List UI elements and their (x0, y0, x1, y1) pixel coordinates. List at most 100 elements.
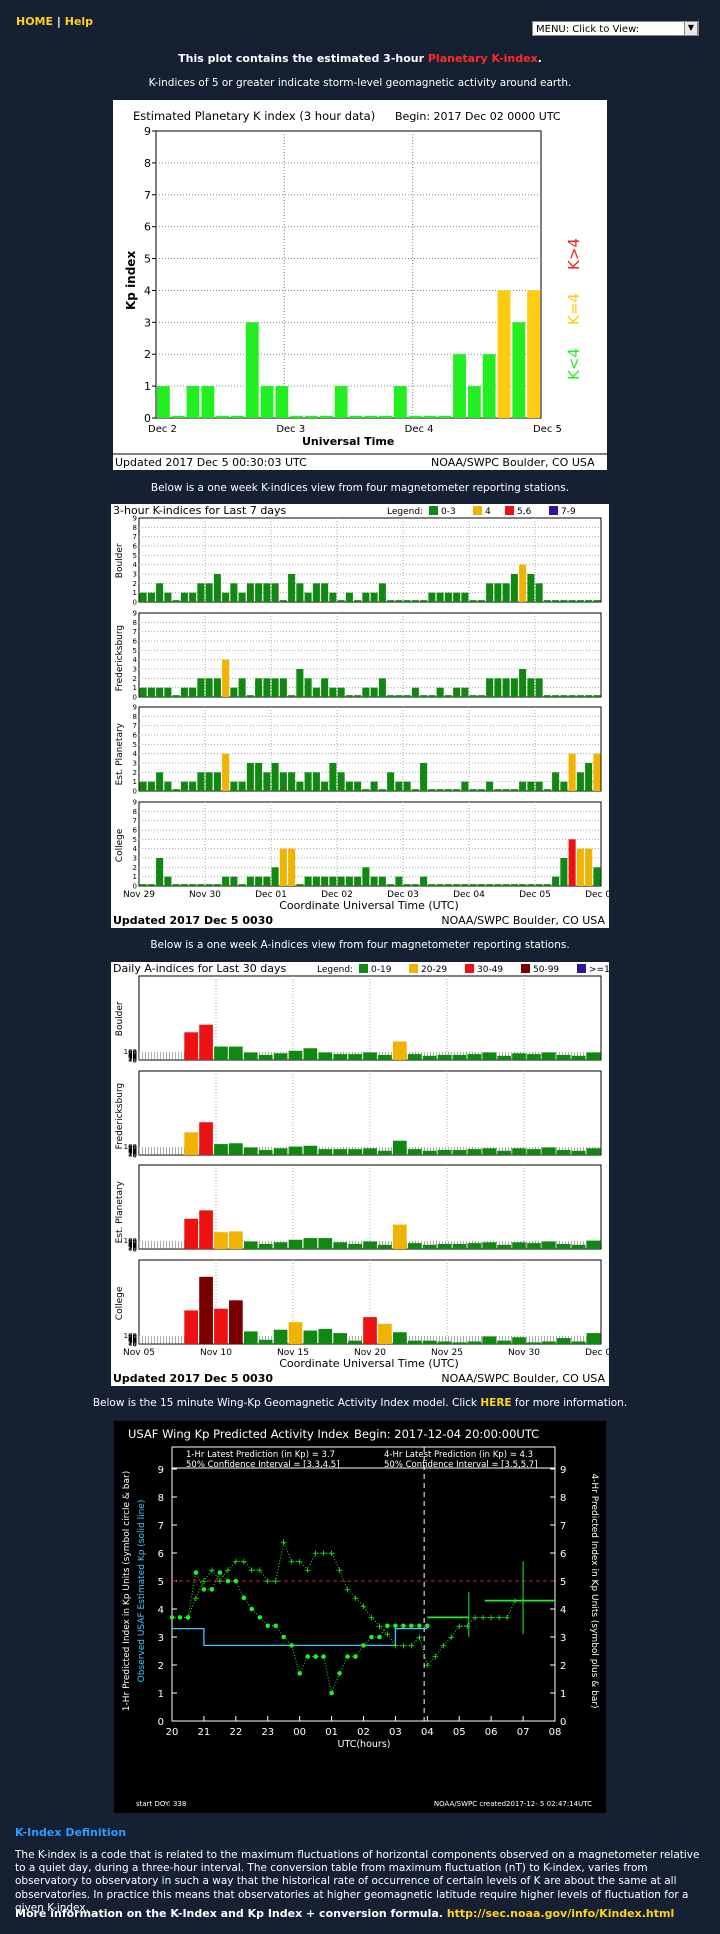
index-bar (263, 678, 271, 697)
index-bar (229, 1231, 243, 1249)
top-nav: HOME | Help (16, 15, 93, 28)
index-bar (541, 1341, 556, 1344)
index-bar (586, 1052, 601, 1060)
index-bar (304, 592, 312, 602)
pred-4hr-point: + (392, 1641, 400, 1651)
index-bar (164, 781, 172, 791)
index-bar (571, 1055, 586, 1060)
x-tick-label: 23 (261, 1727, 274, 1738)
legend-swatch (577, 964, 586, 973)
index-bar (147, 592, 155, 602)
index-bar (486, 678, 494, 697)
index-bar (469, 884, 477, 886)
y-tick-label: 7 (133, 817, 137, 825)
index-bar (477, 695, 485, 697)
index-bar (304, 876, 312, 886)
legend-entry: K=4 (565, 293, 583, 325)
index-bar (444, 884, 452, 886)
index-bar (329, 876, 337, 886)
chart-title: Daily A-indices for Last 30 days (113, 962, 286, 975)
index-bar (585, 600, 593, 602)
pred-4hr-point: + (376, 1622, 384, 1632)
index-bar (469, 695, 477, 697)
kp-bar (275, 386, 289, 418)
index-bar (348, 1149, 362, 1155)
station-label: Fredericksburg (115, 625, 125, 692)
index-bar (527, 678, 535, 697)
kindex-info-link[interactable]: http://sec.noaa.gov/info/Kindex.html (446, 1907, 675, 1920)
index-bar (422, 1150, 437, 1155)
legend-label: 50-99 (533, 965, 559, 975)
index-bar (296, 583, 304, 602)
y-tick-label: 100 (124, 1237, 137, 1245)
index-bar (494, 678, 502, 697)
legend-swatch (429, 506, 438, 515)
index-bar (387, 695, 395, 697)
wing-here-link[interactable]: HERE (480, 1397, 512, 1409)
index-bar (243, 1147, 258, 1155)
index-bar (147, 781, 155, 791)
kp-bar (379, 415, 392, 418)
index-bar (222, 753, 230, 791)
pred-1hr-point (193, 1570, 199, 1575)
pred-4hr-point: + (352, 1594, 360, 1604)
pred-1hr-point (313, 1654, 318, 1659)
index-bar (461, 884, 469, 886)
y-tick-label: 100 (124, 1143, 137, 1151)
pred-4hr-point: + (471, 1613, 479, 1623)
y-tick-label: 2 (133, 769, 137, 777)
index-bar (303, 1145, 318, 1155)
y-tick-label-right: 7 (560, 1521, 566, 1532)
pred-4hr-point: + (200, 1577, 208, 1587)
pred-1hr-point (257, 1615, 263, 1620)
pred-1hr-point (217, 1570, 223, 1575)
x-tick-label: 05 (453, 1727, 466, 1738)
index-bar (156, 772, 164, 791)
y-tick-label: 0 (158, 1717, 164, 1728)
index-bar (502, 678, 510, 697)
y-tick-label: 1 (133, 778, 137, 786)
index-bar (437, 1341, 452, 1344)
index-bar (337, 772, 345, 791)
index-bar (156, 583, 164, 602)
legend-swatch (521, 964, 530, 973)
legend-swatch (549, 506, 558, 515)
x-tick-label: 01 (325, 1727, 338, 1738)
index-bar (461, 592, 469, 602)
kp-bar (349, 415, 363, 418)
index-bar (585, 695, 593, 697)
pred-4hr-point: + (487, 1613, 495, 1623)
index-bar (428, 884, 436, 886)
index-bar (407, 1054, 422, 1060)
y-tick-label: 0 (133, 1341, 137, 1349)
observed-kp-line (172, 1627, 428, 1647)
menu-select[interactable]: MENU: Click to View: ▼ (532, 21, 699, 36)
pred-4hr-point: + (184, 1613, 192, 1623)
index-bar (527, 1243, 541, 1249)
kp-bar (482, 354, 496, 418)
home-link[interactable]: HOME (16, 15, 54, 28)
help-link[interactable]: Help (64, 15, 94, 28)
index-bar (378, 1150, 392, 1155)
index-bar (199, 1276, 213, 1344)
planetary-k-index-link[interactable]: Planetary K-index (427, 52, 538, 65)
y-axis-label: Kp index (124, 251, 138, 310)
kp-bar (260, 386, 274, 418)
chevron-down-icon[interactable]: ▼ (684, 21, 698, 36)
y-tick-label: 0 (133, 1152, 137, 1160)
index-bar (560, 600, 568, 602)
y-tick-label: 9 (133, 704, 137, 712)
y-tick-label: 40 (128, 1148, 137, 1156)
intro-line-1: This plot contains the estimated 3-hour … (0, 52, 720, 65)
y-tick-label: 4 (144, 284, 151, 297)
x-tick-label: 08 (549, 1727, 562, 1738)
index-bar (497, 1244, 511, 1249)
index-bar (422, 1055, 437, 1060)
wing-caption: Below is the 15 minute Wing-Kp Geomagnet… (0, 1397, 720, 1409)
index-bar (392, 1041, 407, 1060)
pred-4hr-point: + (312, 1549, 320, 1559)
y-tick-label: 1 (133, 589, 137, 597)
index-bar (428, 789, 436, 791)
index-bar (333, 1149, 348, 1155)
index-bar (444, 592, 452, 602)
